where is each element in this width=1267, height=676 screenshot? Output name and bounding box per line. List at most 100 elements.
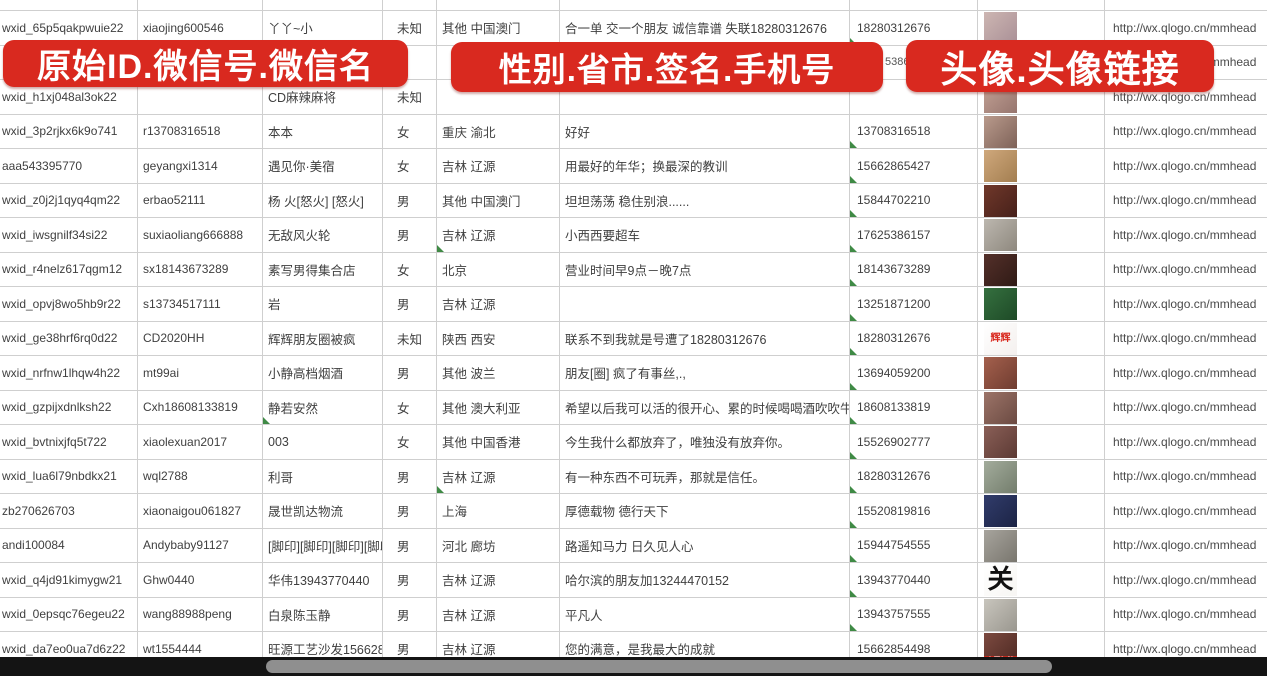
cell-original-id[interactable]: wxid_3p2rjkx6k9o741 [0, 114, 138, 149]
cell-wechat-account[interactable]: sx18143673289 [138, 252, 263, 287]
cell-gender[interactable] [383, 45, 437, 80]
cell-signature[interactable]: 平凡人 [560, 597, 850, 632]
cell-province-city[interactable]: 河北 廊坊 [437, 528, 560, 563]
cell-province-city[interactable]: 其他 中国澳门 [437, 183, 560, 218]
cell-gender[interactable]: 男 [383, 183, 437, 218]
cell-avatar-link[interactable]: http://wx.qlogo.cn/mmhead [1105, 529, 1267, 563]
cell-province-city[interactable]: 北京 [437, 252, 560, 287]
cell-gender[interactable]: 男 [383, 287, 437, 322]
cell-avatar-link[interactable]: http://wx.qlogo.cn/mmhead [1105, 598, 1267, 632]
cell-avatar-link[interactable]: http://wx.qlogo.cn/mmhead [1105, 391, 1267, 425]
cell-phone-number[interactable]: 18143673289 [850, 252, 978, 287]
cell-original-id[interactable]: aaa543395770 [0, 149, 138, 184]
cell-avatar-link[interactable]: http://wx.qlogo.cn/mmhead [1105, 287, 1267, 322]
cell-wechat-account[interactable]: Cxh18608133819 [138, 390, 263, 425]
cell-wechat-name[interactable]: 003 [263, 425, 383, 460]
cell-phone-number[interactable]: 13943770440 [850, 563, 978, 598]
cell-signature[interactable]: 用最好的年华；换最深的教训 [560, 149, 850, 184]
cell-signature[interactable] [560, 287, 850, 322]
cell-province-city[interactable]: 吉林 辽源 [437, 597, 560, 632]
cell-phone-number[interactable]: 15844702210 [850, 183, 978, 218]
cell-signature[interactable]: 路遥知马力 日久见人心 [560, 528, 850, 563]
cell-avatar[interactable] [978, 390, 1105, 425]
cell-wechat-account[interactable] [138, 80, 263, 115]
scrollbar-thumb[interactable] [266, 660, 1052, 673]
cell-original-id[interactable]: wxid_nrfnw1lhqw4h22 [0, 356, 138, 391]
cell-gender[interactable]: 女 [383, 252, 437, 287]
cell-original-id[interactable]: wxid_bvtnixjfq5t722 [0, 425, 138, 460]
cell-gender[interactable]: 女 [383, 425, 437, 460]
cell-original-id[interactable]: wxid_ge38hrf6rq0d22 [0, 321, 138, 356]
cell-gender[interactable]: 男 [383, 356, 437, 391]
cell-phone-number[interactable]: 15526902777 [850, 425, 978, 460]
cell-wechat-account[interactable]: mt99ai [138, 356, 263, 391]
cell-phone-number[interactable]: 18608133819 [850, 390, 978, 425]
cell-avatar-link[interactable]: http://wx.qlogo.cn/mmhead [1105, 494, 1267, 529]
cell-wechat-account[interactable]: xiaolexuan2017 [138, 425, 263, 460]
cell-phone-number[interactable]: 13694059200 [850, 356, 978, 391]
cell-gender[interactable]: 男 [383, 597, 437, 632]
cell-province-city[interactable]: 陕西 西安 [437, 321, 560, 356]
cell-gender[interactable]: 未知 [383, 80, 437, 115]
cell-phone-number[interactable]: 17625386157 [850, 218, 978, 253]
cell-signature[interactable]: 有一种东西不可玩弄，那就是信任。 [560, 459, 850, 494]
cell-wechat-account[interactable]: erbao52111 [138, 183, 263, 218]
cell-avatar-link[interactable]: http://wx.qlogo.cn/mmhead [1105, 563, 1267, 598]
cell-avatar[interactable] [978, 183, 1105, 218]
cell-signature[interactable]: 厚德载物 德行天下 [560, 494, 850, 529]
cell-avatar[interactable] [978, 11, 1105, 46]
cell-avatar-link[interactable]: http://wx.qlogo.cn/mmhead [1105, 184, 1267, 218]
cell-avatar-link[interactable]: http://wx.qlogo.cn/mmhead [1105, 115, 1267, 149]
cell-wechat-account[interactable]: CD2020HH [138, 321, 263, 356]
cell-province-city[interactable]: 吉林 辽源 [437, 459, 560, 494]
cell-avatar-link[interactable]: http://wx.qlogo.cn/mmhead [1105, 149, 1267, 184]
cell-wechat-name[interactable]: 岩 [263, 287, 383, 322]
cell-avatar-link[interactable]: http://wx.qlogo.cn/mmhead [1105, 322, 1267, 356]
cell-avatar[interactable]: 关 [978, 563, 1105, 598]
cell-avatar-link[interactable]: http://wx.qlogo.cn/mmhead [1105, 253, 1267, 287]
cell-avatar-link[interactable]: http://wx.qlogo.cn/mmhead [1105, 218, 1267, 253]
cell-gender[interactable]: 女 [383, 390, 437, 425]
cell-phone-number[interactable]: 18280312676 [850, 459, 978, 494]
cell-gender[interactable]: 未知 [383, 321, 437, 356]
cell-signature[interactable]: 好好 [560, 114, 850, 149]
cell-original-id[interactable]: wxid_q4jd91kimygw21 [0, 563, 138, 598]
cell-province-city[interactable]: 其他 中国香港 [437, 425, 560, 460]
cell-wechat-name[interactable]: 白泉陈玉静 [263, 597, 383, 632]
cell-wechat-name[interactable]: 无敌风火轮 [263, 218, 383, 253]
cell-avatar[interactable] [978, 528, 1105, 563]
cell-province-city[interactable]: 其他 中国澳门 [437, 11, 560, 46]
cell-signature[interactable]: 今生我什么都放弃了，唯独没有放弃你。 [560, 425, 850, 460]
cell-signature[interactable]: 朋友[圈] 疯了有事丝,., [560, 356, 850, 391]
cell-avatar[interactable] [978, 114, 1105, 149]
cell-signature[interactable]: 希望以后我可以活的很开心、累的时候喝喝酒吹吹牛 [560, 390, 850, 425]
cell-avatar-link[interactable]: http://wx.qlogo.cn/mmhead [1105, 425, 1267, 460]
cell-wechat-account[interactable]: xiaonaigou061827 [138, 494, 263, 529]
cell-wechat-name[interactable]: 杨 火[怒火] [怒火] [263, 183, 383, 218]
cell-province-city[interactable]: 吉林 辽源 [437, 218, 560, 253]
cell-province-city[interactable]: 上海 [437, 494, 560, 529]
cell-signature[interactable]: 营业时间早9点－晚7点 [560, 252, 850, 287]
cell-gender[interactable]: 男 [383, 528, 437, 563]
cell-province-city[interactable]: 吉林 辽源 [437, 149, 560, 184]
cell-original-id[interactable]: zb270626703 [0, 494, 138, 529]
cell-signature[interactable]: 坦坦荡荡 稳住别浪...... [560, 183, 850, 218]
cell-gender[interactable]: 女 [383, 114, 437, 149]
cell-avatar[interactable] [978, 356, 1105, 391]
cell-avatar-link[interactable]: http://wx.qlogo.cn/mmhead [1105, 460, 1267, 494]
cell-original-id[interactable]: wxid_lua6l79nbdkx21 [0, 459, 138, 494]
cell-wechat-name[interactable]: 华伟13943770440 [263, 563, 383, 598]
cell-gender[interactable]: 男 [383, 494, 437, 529]
cell-wechat-account[interactable]: r13708316518 [138, 114, 263, 149]
cell-wechat-name[interactable]: 本本 [263, 114, 383, 149]
cell-original-id[interactable]: wxid_gzpijxdnlksh22 [0, 390, 138, 425]
cell-avatar[interactable] [978, 218, 1105, 253]
cell-phone-number[interactable]: 15662865427 [850, 149, 978, 184]
cell-gender[interactable]: 男 [383, 218, 437, 253]
cell-original-id[interactable]: wxid_iwsgnilf34si22 [0, 218, 138, 253]
cell-phone-number[interactable]: 13251871200 [850, 287, 978, 322]
cell-wechat-name[interactable]: [脚印][脚印][脚印][脚印 [263, 528, 383, 563]
cell-wechat-account[interactable]: geyangxi1314 [138, 149, 263, 184]
cell-province-city[interactable]: 吉林 辽源 [437, 563, 560, 598]
cell-wechat-account[interactable]: wang88988peng [138, 597, 263, 632]
